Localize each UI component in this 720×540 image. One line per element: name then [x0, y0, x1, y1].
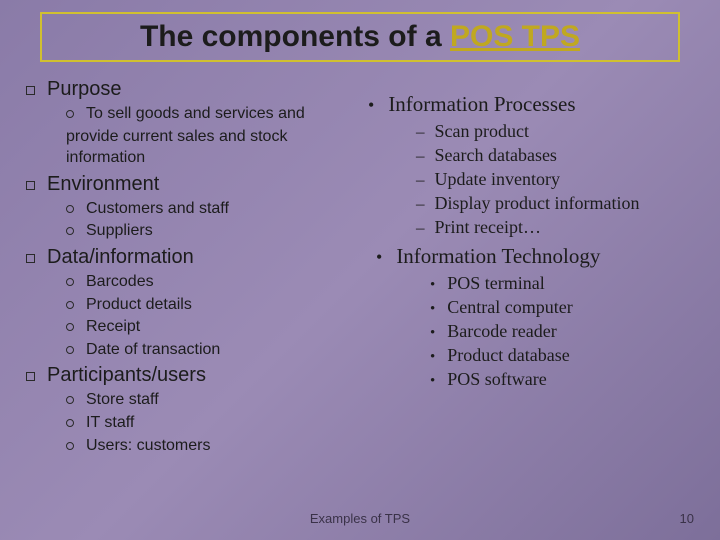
square-bullet-icon — [26, 181, 35, 190]
item-text: Product details — [86, 294, 192, 316]
circle-bullet-icon — [66, 110, 74, 118]
list-item: • POS software — [430, 369, 698, 390]
list-item: Date of transaction — [66, 339, 346, 361]
bullet-dot-icon: • — [430, 277, 435, 294]
section-data: Data/information — [26, 246, 346, 269]
circle-bullet-icon — [66, 323, 74, 331]
square-bullet-icon — [26, 372, 35, 381]
page-number: 10 — [680, 511, 694, 526]
section-participants: Participants/users — [26, 364, 346, 387]
dash-bullet-icon: – — [416, 146, 425, 166]
item-text: Suppliers — [86, 220, 153, 242]
section-label: Participants/users — [47, 364, 206, 387]
square-bullet-icon — [26, 254, 35, 263]
right-column: • Information Processes – Scan product –… — [368, 92, 698, 393]
item-text: Date of transaction — [86, 339, 220, 361]
circle-bullet-icon — [66, 278, 74, 286]
item-text: Barcode reader — [447, 321, 556, 342]
item-text: Store staff — [86, 389, 159, 411]
continuation-text: provide current sales and stock — [66, 126, 346, 148]
item-text: Users: customers — [86, 435, 210, 457]
list-item: • POS terminal — [430, 273, 698, 294]
slide-title: The components of a POS TPS — [58, 20, 662, 54]
section-environment: Environment — [26, 173, 346, 196]
circle-bullet-icon — [66, 205, 74, 213]
item-text: POS terminal — [447, 273, 545, 294]
square-bullet-icon — [26, 86, 35, 95]
circle-bullet-icon — [66, 227, 74, 235]
list-item: Customers and staff — [66, 198, 346, 220]
list-item: – Print receipt… — [416, 217, 698, 238]
list-item: • Barcode reader — [430, 321, 698, 342]
item-text: To sell goods and services and — [86, 103, 305, 125]
item-text: Print receipt… — [435, 217, 541, 238]
list-item: Store staff — [66, 389, 346, 411]
item-text: Central computer — [447, 297, 572, 318]
list-item: – Search databases — [416, 145, 698, 166]
item-text: Receipt — [86, 316, 140, 338]
item-text: Product database — [447, 345, 569, 366]
item-text: Update inventory — [435, 169, 560, 190]
list-item: To sell goods and services and — [66, 103, 346, 125]
list-item: – Display product information — [416, 193, 698, 214]
list-item: IT staff — [66, 412, 346, 434]
item-text: Display product information — [435, 193, 640, 214]
section-label: Information Technology — [396, 244, 600, 269]
list-item: – Update inventory — [416, 169, 698, 190]
section-info-technology: • Information Technology — [376, 244, 698, 269]
list-item: Users: customers — [66, 435, 346, 457]
title-box: The components of a POS TPS — [40, 12, 680, 62]
title-highlight: POS TPS — [450, 20, 580, 53]
item-text: Barcodes — [86, 271, 154, 293]
list-item: • Central computer — [430, 297, 698, 318]
circle-bullet-icon — [66, 419, 74, 427]
item-text: IT staff — [86, 412, 134, 434]
section-label: Information Processes — [388, 92, 575, 117]
bullet-dot-icon: • — [430, 349, 435, 366]
title-plain: The components of a — [140, 20, 450, 53]
item-text: Search databases — [435, 145, 557, 166]
continuation-text: information — [66, 147, 346, 169]
circle-bullet-icon — [66, 346, 74, 354]
footer-title: Examples of TPS — [0, 511, 720, 526]
section-info-processes: • Information Processes — [368, 92, 698, 117]
dash-bullet-icon: – — [416, 122, 425, 142]
dash-bullet-icon: – — [416, 194, 425, 214]
bullet-dot-icon: • — [430, 373, 435, 390]
circle-bullet-icon — [66, 442, 74, 450]
section-label: Data/information — [47, 246, 194, 269]
list-item: Barcodes — [66, 271, 346, 293]
left-column: Purpose To sell goods and services and p… — [26, 78, 346, 457]
list-item: Receipt — [66, 316, 346, 338]
bullet-dot-icon: • — [368, 96, 374, 114]
list-item: Suppliers — [66, 220, 346, 242]
dash-bullet-icon: – — [416, 170, 425, 190]
item-text: Customers and staff — [86, 198, 229, 220]
list-item: • Product database — [430, 345, 698, 366]
bullet-dot-icon: • — [430, 325, 435, 342]
list-item: – Scan product — [416, 121, 698, 142]
section-label: Environment — [47, 173, 159, 196]
list-item: Product details — [66, 294, 346, 316]
item-text: POS software — [447, 369, 547, 390]
item-text: Scan product — [435, 121, 529, 142]
section-purpose: Purpose — [26, 78, 346, 101]
bullet-dot-icon: • — [376, 248, 382, 266]
dash-bullet-icon: – — [416, 218, 425, 238]
circle-bullet-icon — [66, 301, 74, 309]
section-label: Purpose — [47, 78, 122, 101]
circle-bullet-icon — [66, 396, 74, 404]
bullet-dot-icon: • — [430, 301, 435, 318]
